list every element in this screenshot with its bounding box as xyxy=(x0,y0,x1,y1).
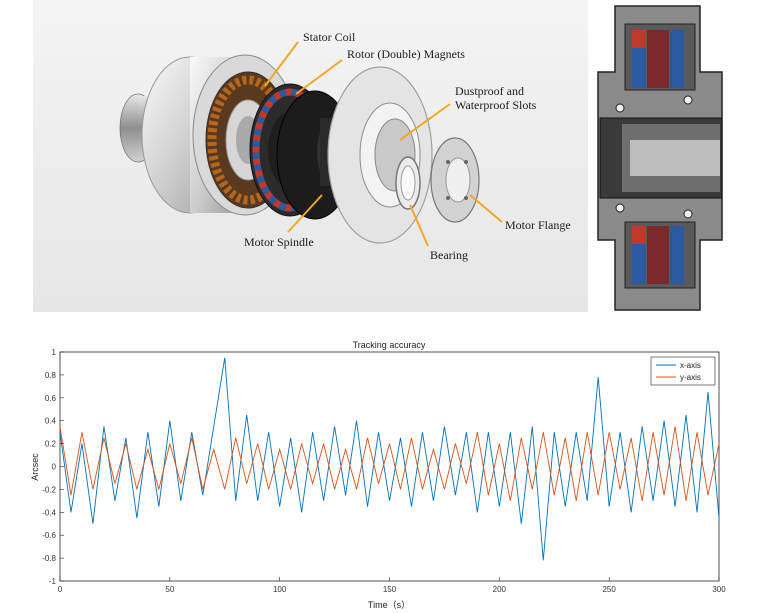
x-tick-label: 250 xyxy=(602,585,616,594)
y-tick-label: -0.2 xyxy=(42,485,56,494)
series-line-x-axis xyxy=(59,357,720,561)
cross-section-drawing xyxy=(595,0,781,312)
y-tick-label: 0.8 xyxy=(45,371,57,380)
leader-flange xyxy=(469,194,503,223)
label-rotor-magnets: Rotor (Double) Magnets xyxy=(347,47,465,61)
leader-bearing xyxy=(409,204,429,247)
legend-label-y-axis: y-axis xyxy=(680,373,701,382)
motor-figure: Stator Coil Rotor (Double) Magnets Dustp… xyxy=(33,0,781,312)
motor-flange-part xyxy=(430,137,480,223)
x-tick-label: 0 xyxy=(58,585,63,594)
y-tick-label: -0.8 xyxy=(42,554,56,563)
x-tick-label: 300 xyxy=(712,585,726,594)
y-tick-label: -0.4 xyxy=(42,508,56,517)
x-tick-label: 100 xyxy=(273,585,287,594)
y-tick-label: 1 xyxy=(52,348,57,357)
y-tick-label: 0.2 xyxy=(45,440,57,449)
y-tick-label: -0.6 xyxy=(42,531,56,540)
legend-box xyxy=(650,356,716,386)
x-tick-label: 200 xyxy=(493,585,507,594)
front-plate xyxy=(327,66,433,244)
label-slots-line2: Waterproof Slots xyxy=(455,98,537,112)
legend: x-axis y-axis xyxy=(650,356,716,386)
y-tick-label: 0.6 xyxy=(45,394,57,403)
label-slots-line1: Dustproof and xyxy=(455,84,524,98)
leader-spindle xyxy=(287,194,323,233)
tracking-accuracy-chart: Tracking accuracy 0 50 100 150 200 250 300 -1-… xyxy=(30,340,726,610)
x-axis-label: Time（s） xyxy=(368,600,410,610)
y-tick-label: 0 xyxy=(52,463,57,472)
y-tick-label: 0.4 xyxy=(45,417,57,426)
chart-title: Tracking accuracy xyxy=(353,340,426,350)
plot-area xyxy=(59,351,720,582)
leader-rotor-magnets xyxy=(295,59,343,95)
series-line-y-axis xyxy=(59,426,720,501)
x-tick-label: 150 xyxy=(383,585,397,594)
label-motor-spindle: Motor Spindle xyxy=(244,235,314,249)
leader-stator-coil xyxy=(264,41,299,87)
label-bearing: Bearing xyxy=(430,248,468,262)
label-stator-coil: Stator Coil xyxy=(303,30,356,44)
label-motor-flange: Motor Flange xyxy=(505,218,571,232)
series-layer xyxy=(59,357,720,561)
leader-slots xyxy=(399,103,451,141)
x-tick-label: 50 xyxy=(165,585,174,594)
y-tick-label: -1 xyxy=(49,577,57,586)
y-axis-label: Arcsec xyxy=(30,453,40,481)
legend-label-x-axis: x-axis xyxy=(680,361,701,370)
y-ticks: -1 -0.8 -0.6 -0.4 -0.2 0 0.2 0.4 0.6 0.8 1 xyxy=(42,348,64,586)
x-ticks: 0 50 100 150 200 250 300 xyxy=(58,577,726,594)
bearing-part xyxy=(395,156,421,210)
